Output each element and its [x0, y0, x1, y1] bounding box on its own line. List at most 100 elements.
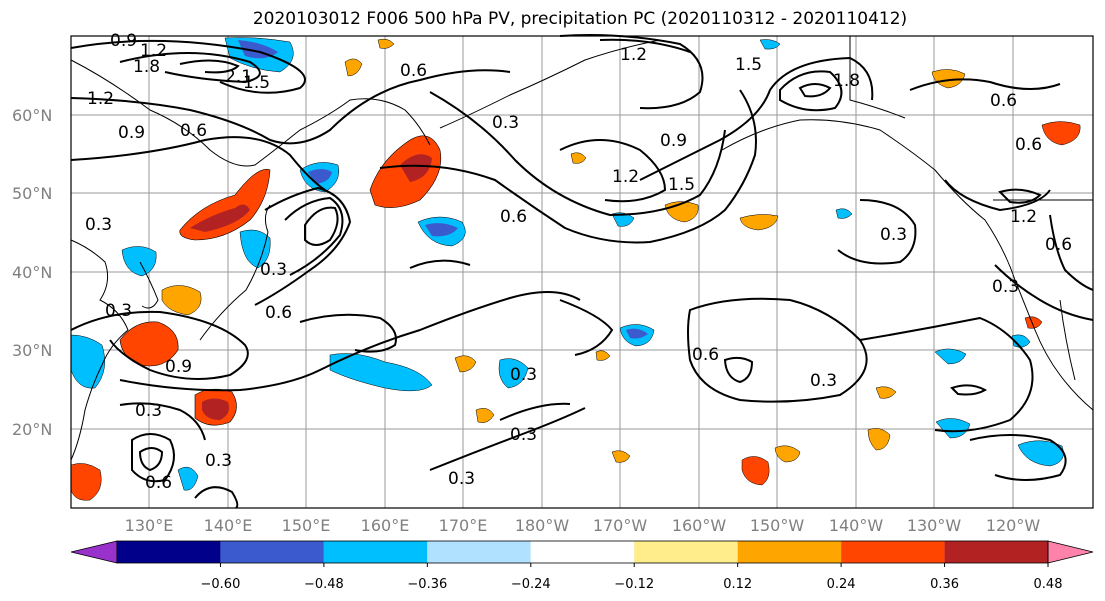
precip-neg-okhotsk-core	[238, 40, 278, 59]
pv-contour-okhotsk-mid	[119, 52, 261, 84]
precip-patch-central-3	[595, 350, 611, 361]
colorbar-tick-label: −0.36	[407, 577, 447, 592]
precip-patch-central-4	[611, 450, 631, 463]
precip-neg-westpac	[329, 353, 433, 392]
precip-neg-honshu	[239, 229, 271, 269]
precip-patch-hawaii-east	[774, 445, 801, 463]
precip-patch-california	[1024, 316, 1043, 329]
precip-core-japan	[190, 204, 250, 232]
colorbar-outline	[116, 540, 1049, 564]
pv-contour-north-0.9	[70, 69, 511, 145]
pv-contour-ridge-0.9	[429, 91, 726, 217]
contour-label: 0.6	[1045, 235, 1072, 255]
contour-label: 0.3	[510, 425, 537, 445]
lat-label: 20°N	[12, 420, 52, 439]
contour-label: 1.5	[735, 55, 762, 75]
lon-label: 180°W	[515, 516, 570, 535]
coastline-north-america	[721, 119, 1094, 411]
precip-patch-nep	[739, 214, 779, 231]
contour-label: 1.8	[133, 57, 160, 77]
colorbar-segment	[117, 541, 221, 563]
precip-patch-central-1	[454, 355, 477, 373]
pv-contour-east-small	[950, 384, 988, 396]
precip-patch-canada	[1041, 121, 1081, 146]
coastlines	[70, 36, 1094, 461]
pv-contour-ridge-0.6	[379, 89, 757, 244]
pv-contour-north-1.8	[599, 38, 691, 53]
pv-contour-okhotsk-outer	[70, 39, 306, 94]
pv-contour-low-0.6	[131, 433, 175, 483]
colorbar-tick-label: 0.12	[723, 577, 752, 592]
pv-contour-0.3-h	[409, 259, 471, 269]
pv-contour-sw-0.9	[70, 310, 249, 380]
contour-label: 0.9	[165, 357, 192, 377]
lon-label: 160°W	[672, 516, 727, 535]
colorbar-segment	[323, 541, 428, 563]
pv-contour-1.5	[639, 56, 874, 181]
contour-label: 1.2	[612, 167, 639, 187]
precip-patch-eastpac-2	[875, 386, 897, 399]
pv-contour-mexico-0.3	[969, 434, 1067, 481]
contour-label: 1.2	[620, 45, 647, 65]
precip-patch-central-2	[475, 408, 495, 423]
precip-core-kamchatka	[400, 154, 432, 182]
precip-neg-korea	[121, 246, 157, 277]
precip-patch-hawaii-south	[741, 456, 770, 486]
map-title: 2020103012 F006 500 hPa PV, precipitatio…	[252, 9, 908, 29]
contour-label: 0.9	[118, 123, 145, 143]
colorbar-segment	[530, 541, 635, 563]
colorbar-segment	[427, 541, 531, 563]
pv-contour-ridge-1.2	[559, 139, 667, 203]
lon-label: 140°W	[829, 516, 884, 535]
pv-contour-0.3-e	[429, 407, 586, 471]
latitude-labels: 60°N 50°N 40°N 30°N 20°N	[12, 106, 52, 439]
pv-contour-0.3-b	[299, 313, 397, 353]
lat-label: 50°N	[12, 184, 52, 203]
lon-label: 160°E	[361, 516, 410, 535]
precip-patch-north-3	[570, 152, 587, 164]
contour-label: 1.2	[140, 41, 167, 61]
longitude-labels: 130°E 140°E 150°E 160°E 170°E 180°W 170°…	[125, 516, 1041, 535]
lon-label: 150°E	[282, 516, 331, 535]
precip-neg-china-coast	[70, 334, 106, 389]
pv-contour-wc-1.2	[944, 179, 1051, 212]
precip-neg-mexico	[1017, 440, 1064, 467]
lat-label: 40°N	[12, 263, 52, 282]
contour-label: 0.3	[810, 371, 837, 391]
pv-contour-okhotsk-inner	[179, 59, 240, 74]
precip-neg-nep	[835, 208, 853, 219]
border-alaska	[849, 36, 906, 119]
colorbar-segment	[841, 541, 945, 563]
pv-contour-wc-0.6	[1049, 214, 1094, 291]
pv-contour-east-0.3	[859, 316, 1034, 433]
colorbar-tick-label: −0.12	[614, 577, 654, 592]
colorbar-segment	[220, 541, 324, 563]
precip-neg-centralpac	[498, 358, 529, 389]
colorbar-tick-label: 0.48	[1034, 577, 1063, 592]
precip-core-south-japan	[202, 398, 229, 420]
lat-label: 30°N	[12, 341, 52, 360]
precip-neg-eastpac	[935, 418, 971, 439]
lon-label: 130°E	[125, 516, 174, 535]
coastline-chukotka	[439, 39, 661, 129]
pv-contour-0.3-coast	[994, 264, 1094, 321]
contour-label: 0.3	[448, 469, 475, 489]
contour-label: 0.3	[135, 401, 162, 421]
contour-label: 0.6	[400, 61, 427, 81]
colorbar-extend-min	[70, 540, 118, 564]
precip-patch-philippines	[70, 463, 102, 501]
pv-contour-hawaii-0.3	[687, 297, 868, 403]
contour-label: 0.3	[105, 301, 132, 321]
pv-contour-0.6-a	[70, 136, 326, 191]
precip-neg-northpac-2	[611, 212, 635, 227]
precip-patch-north-2	[377, 38, 395, 49]
pv-contour-low-inner	[138, 447, 164, 472]
lon-label: 150°W	[750, 516, 805, 535]
colorbar-tick-label: −0.24	[511, 577, 551, 592]
contour-label: 0.3	[492, 113, 519, 133]
lon-label: 170°E	[439, 516, 488, 535]
contour-label: 0.3	[992, 277, 1019, 297]
coastline-east-siberia	[70, 59, 431, 167]
contour-label: 0.6	[692, 345, 719, 365]
precip-neg-subtropic-1-core	[626, 328, 648, 339]
